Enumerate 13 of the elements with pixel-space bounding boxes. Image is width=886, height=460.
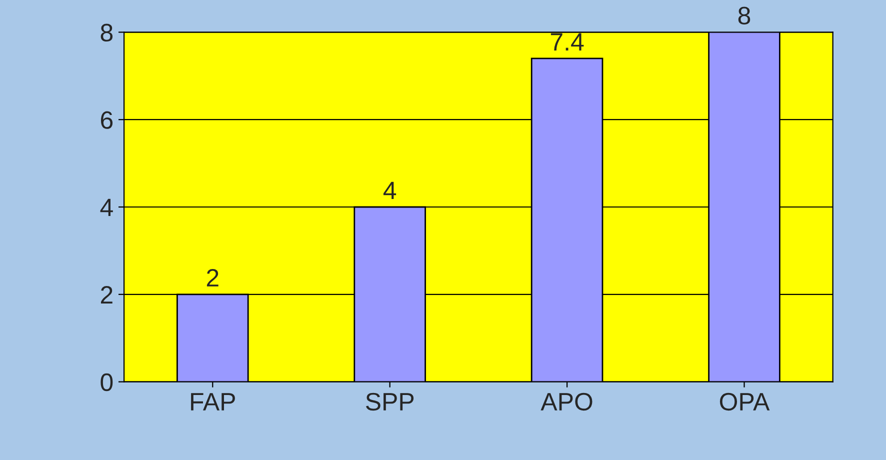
y-tick-label: 4	[100, 198, 113, 216]
x-tick-label: SPP	[366, 392, 414, 411]
y-tick-label: 2	[100, 286, 112, 304]
y-tick-label: 8	[100, 24, 113, 42]
x-tick-label: FAP	[191, 393, 235, 410]
x-tick-label: APO	[540, 392, 592, 411]
y-tick-label: 6	[100, 111, 113, 129]
data-label: 4	[383, 182, 396, 200]
x-tick-label: OPA	[720, 392, 770, 411]
y-tick-label: 0	[100, 373, 113, 392]
data-label: 2	[206, 268, 218, 286]
data-label: 7.4	[550, 33, 584, 50]
data-label: 8	[738, 6, 750, 24]
